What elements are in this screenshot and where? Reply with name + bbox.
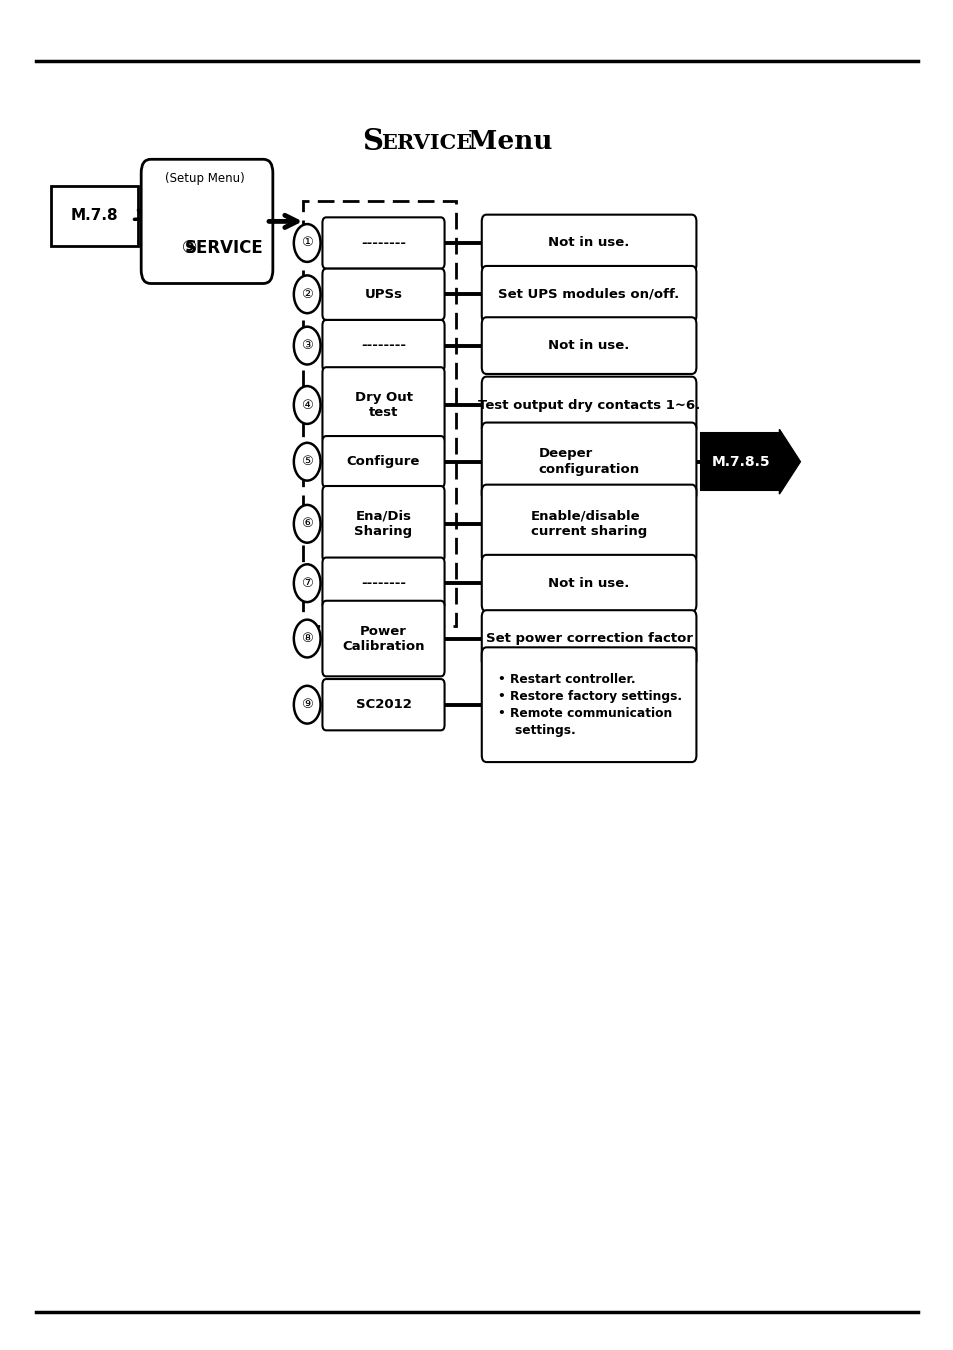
Text: Power
Calibration: Power Calibration [342,625,424,652]
Circle shape [294,686,320,724]
Text: --------: -------- [360,576,406,590]
Text: ⑥: ⑥ [301,517,313,531]
FancyBboxPatch shape [322,486,444,562]
Text: M.7.8: M.7.8 [71,208,118,224]
Text: Not in use.: Not in use. [548,576,629,590]
Text: --------: -------- [360,236,406,250]
Circle shape [294,620,320,657]
Text: ①: ① [301,236,313,250]
Circle shape [294,275,320,313]
Text: S: S [362,127,383,157]
Text: • Restart controller.
• Restore factory settings.
• Remote communication
    set: • Restart controller. • Restore factory … [497,672,681,737]
Text: Not in use.: Not in use. [548,236,629,250]
FancyBboxPatch shape [481,215,696,271]
Text: ④: ④ [301,398,313,412]
Text: ⑨: ⑨ [301,698,313,711]
Text: UPSs: UPSs [364,288,402,301]
FancyBboxPatch shape [481,555,696,612]
Text: ③: ③ [301,339,313,352]
FancyBboxPatch shape [322,558,444,609]
Circle shape [294,505,320,543]
Text: Menu: Menu [459,130,552,154]
FancyBboxPatch shape [481,377,696,433]
Text: Configure: Configure [347,455,419,468]
Circle shape [294,327,320,364]
Polygon shape [779,429,800,494]
Text: ②: ② [301,288,313,301]
FancyBboxPatch shape [322,217,444,269]
Text: (Setup Menu): (Setup Menu) [165,171,245,185]
Circle shape [294,443,320,481]
Text: ⑤: ⑤ [301,455,313,468]
FancyBboxPatch shape [322,679,444,730]
FancyBboxPatch shape [481,317,696,374]
FancyBboxPatch shape [481,423,696,501]
Text: ⑧: ⑧ [301,632,313,645]
FancyBboxPatch shape [141,159,273,284]
Circle shape [294,386,320,424]
Text: ERVICE: ERVICE [381,134,472,153]
FancyBboxPatch shape [322,320,444,371]
FancyBboxPatch shape [322,269,444,320]
Text: Enable/disable
current sharing: Enable/disable current sharing [531,509,646,539]
Bar [303,201,456,626]
FancyBboxPatch shape [481,266,696,323]
Text: Test output dry contacts 1~6.: Test output dry contacts 1~6. [477,398,700,412]
Text: Deeper
configuration: Deeper configuration [537,447,639,477]
Text: --------: -------- [360,339,406,352]
Text: ⑦: ⑦ [301,576,313,590]
FancyBboxPatch shape [481,485,696,563]
FancyBboxPatch shape [322,436,444,487]
Text: ⑨: ⑨ [182,239,197,258]
Text: Set power correction factor: Set power correction factor [485,632,692,645]
FancyBboxPatch shape [322,601,444,676]
FancyBboxPatch shape [700,433,781,490]
FancyBboxPatch shape [322,367,444,443]
Text: M.7.8.5: M.7.8.5 [711,455,770,468]
Circle shape [294,224,320,262]
Text: Ena/Dis
Sharing: Ena/Dis Sharing [355,510,412,537]
Text: Not in use.: Not in use. [548,339,629,352]
Text: SERVICE: SERVICE [185,239,263,258]
FancyBboxPatch shape [51,186,138,246]
Circle shape [294,564,320,602]
FancyBboxPatch shape [481,648,696,761]
Text: Dry Out
test: Dry Out test [355,392,412,418]
Text: Set UPS modules on/off.: Set UPS modules on/off. [498,288,679,301]
Text: SC2012: SC2012 [355,698,411,711]
FancyBboxPatch shape [481,610,696,667]
